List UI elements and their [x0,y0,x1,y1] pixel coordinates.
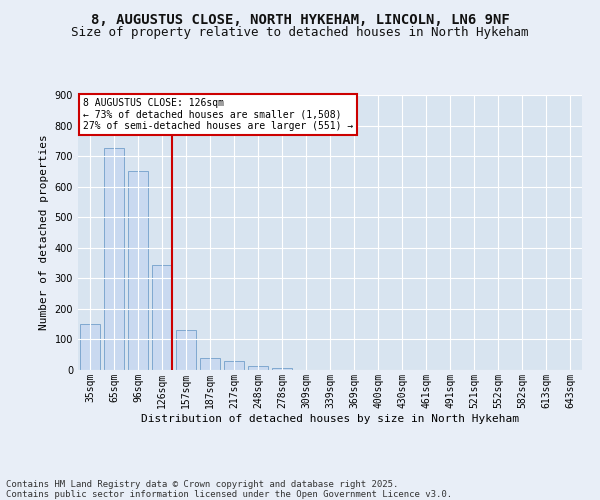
Text: Contains public sector information licensed under the Open Government Licence v3: Contains public sector information licen… [6,490,452,499]
Bar [200,358,220,370]
Bar [104,148,124,370]
Bar [248,366,268,370]
Bar [272,368,292,370]
Text: 8 AUGUSTUS CLOSE: 126sqm
← 73% of detached houses are smaller (1,508)
27% of sem: 8 AUGUSTUS CLOSE: 126sqm ← 73% of detach… [83,98,353,131]
Bar [152,264,172,370]
Bar [80,324,100,370]
Bar [176,330,196,370]
X-axis label: Distribution of detached houses by size in North Hykeham: Distribution of detached houses by size … [141,414,519,424]
Bar [224,361,244,370]
Y-axis label: Number of detached properties: Number of detached properties [39,134,49,330]
Text: Contains HM Land Registry data © Crown copyright and database right 2025.: Contains HM Land Registry data © Crown c… [6,480,398,489]
Text: Size of property relative to detached houses in North Hykeham: Size of property relative to detached ho… [71,26,529,39]
Bar [128,172,148,370]
Text: 8, AUGUSTUS CLOSE, NORTH HYKEHAM, LINCOLN, LN6 9NF: 8, AUGUSTUS CLOSE, NORTH HYKEHAM, LINCOL… [91,12,509,26]
